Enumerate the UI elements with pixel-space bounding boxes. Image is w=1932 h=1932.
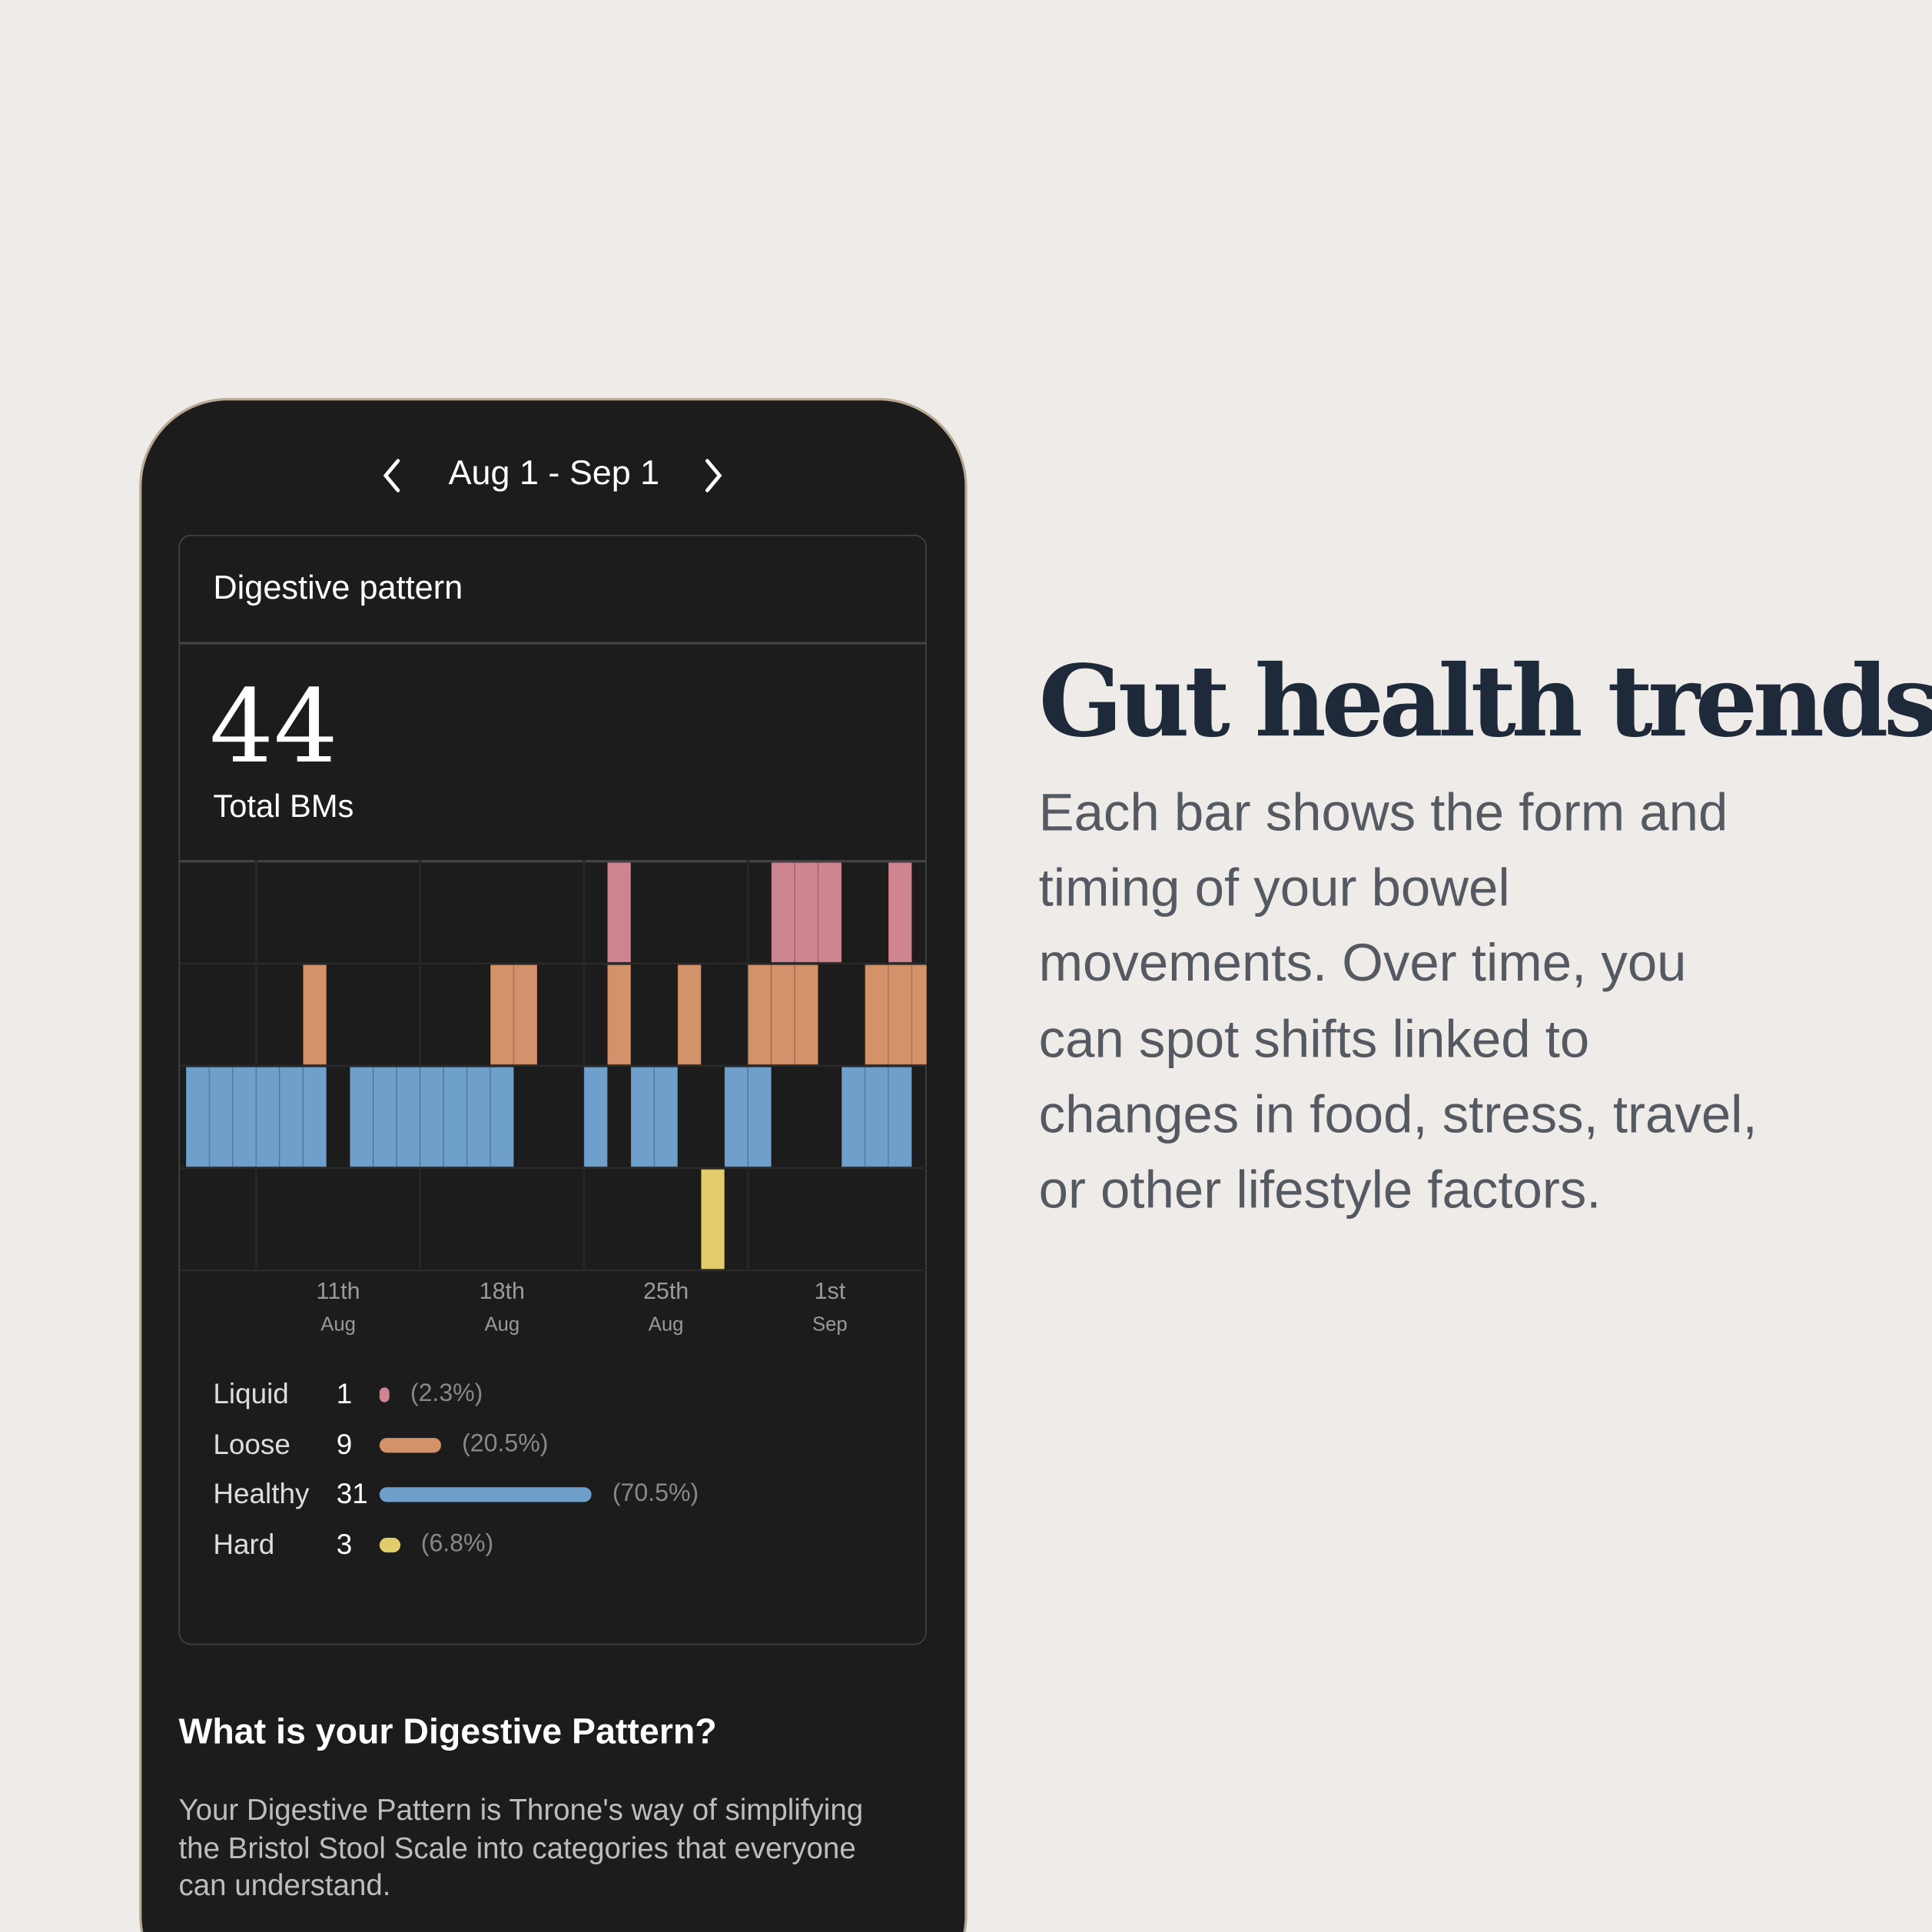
legend-percent: (70.5%) [612, 1480, 699, 1508]
day-bar [606, 861, 632, 963]
divider [178, 860, 927, 862]
date-range: Aug 1 - Sep 1 [448, 453, 660, 492]
text-line: changes in food, stress, travel, [1038, 1085, 1758, 1145]
day-bar [396, 1066, 421, 1168]
legend-percent: (6.8%) [420, 1530, 494, 1558]
day-bar [185, 1066, 211, 1168]
x-tick-month: Aug [320, 1314, 356, 1336]
legend-bar [379, 1538, 400, 1553]
text-line: Your Digestive Pattern is Throne's way o… [178, 1794, 864, 1827]
legend-name: Healthy [213, 1478, 310, 1510]
day-bar [490, 1066, 515, 1168]
day-bar [864, 964, 889, 1066]
day-bar [630, 1066, 656, 1168]
day-bar [911, 964, 927, 1066]
legend-count: 1 [336, 1377, 353, 1410]
day-bar [279, 1066, 304, 1168]
x-tick-label: 11th [317, 1278, 360, 1304]
next-button[interactable] [697, 456, 729, 495]
pattern-chart: 11th Aug 18th Aug 25th Aug 1st Sep [180, 860, 927, 1336]
text-line: movements. Over time, you [1038, 934, 1687, 994]
card-title: Digestive pattern [213, 569, 463, 606]
day-bar [888, 964, 913, 1066]
prev-button[interactable] [376, 456, 408, 495]
day-bar [443, 1066, 468, 1168]
day-bar [349, 1066, 374, 1168]
day-bar [794, 861, 819, 963]
day-bar [747, 964, 772, 1066]
x-tick-month: Aug [649, 1314, 684, 1336]
x-tick-label: 18th [480, 1278, 525, 1304]
text-line: the Bristol Stool Scale into categories … [178, 1831, 856, 1865]
day-bar [583, 1066, 609, 1168]
legend-bar [379, 1387, 390, 1403]
legend-count: 9 [336, 1427, 353, 1460]
text-line: Each bar shows the form and [1038, 783, 1728, 843]
pattern-card [178, 534, 927, 1645]
day-bar [255, 1066, 281, 1168]
day-bar [770, 861, 795, 963]
total-label: Total BMs [213, 787, 354, 825]
day-bar [466, 1066, 491, 1168]
promo-body: Each bar shows the form and timing of you… [1039, 776, 1758, 1229]
legend-percent: (2.3%) [410, 1379, 483, 1407]
explainer-title: What is your Digestive Pattern? [178, 1712, 717, 1752]
day-bar [208, 1066, 234, 1168]
day-bar [723, 1066, 749, 1168]
legend-count: 3 [336, 1528, 353, 1560]
day-bar [232, 1066, 257, 1168]
legend-count: 31 [336, 1478, 368, 1510]
day-bar [747, 1066, 772, 1168]
divider [178, 642, 927, 644]
day-bar [888, 1066, 913, 1168]
legend-bar [379, 1437, 441, 1452]
x-tick-month: Aug [485, 1314, 520, 1336]
text-line: or other lifestyle factors. [1038, 1160, 1602, 1220]
day-bar [677, 964, 702, 1066]
total-value: 44 [209, 669, 338, 786]
legend-percent: (20.5%) [462, 1429, 549, 1458]
day-bar [490, 964, 515, 1066]
day-bar [372, 1066, 398, 1168]
legend-name: Loose [213, 1427, 290, 1460]
x-tick-label: 25th [643, 1278, 689, 1304]
day-bar [817, 861, 842, 963]
day-bar [302, 1066, 327, 1168]
day-bar [841, 1066, 866, 1168]
day-bar [864, 1066, 889, 1168]
day-bar [653, 1066, 679, 1168]
day-bar [513, 964, 538, 1066]
legend-bar [379, 1487, 592, 1503]
day-bar [888, 861, 913, 963]
x-tick-label: 1st [815, 1278, 846, 1304]
day-bar [794, 964, 819, 1066]
text-line: timing of your bowel [1038, 858, 1510, 918]
day-bar [700, 1168, 725, 1270]
day-bar [419, 1066, 444, 1168]
day-bar [770, 964, 795, 1066]
x-tick-month: Sep [812, 1314, 848, 1336]
day-bar [606, 964, 632, 1066]
text-line: can understand. [178, 1869, 391, 1903]
promo-title: Gut health trends [1038, 642, 1932, 759]
explainer-body: Your Digestive Pattern is Throne's way o… [178, 1793, 863, 1906]
text-line: can spot shifts linked to [1038, 1010, 1590, 1070]
legend-name: Hard [213, 1528, 275, 1560]
day-bar [302, 964, 327, 1066]
legend-name: Liquid [213, 1377, 289, 1410]
